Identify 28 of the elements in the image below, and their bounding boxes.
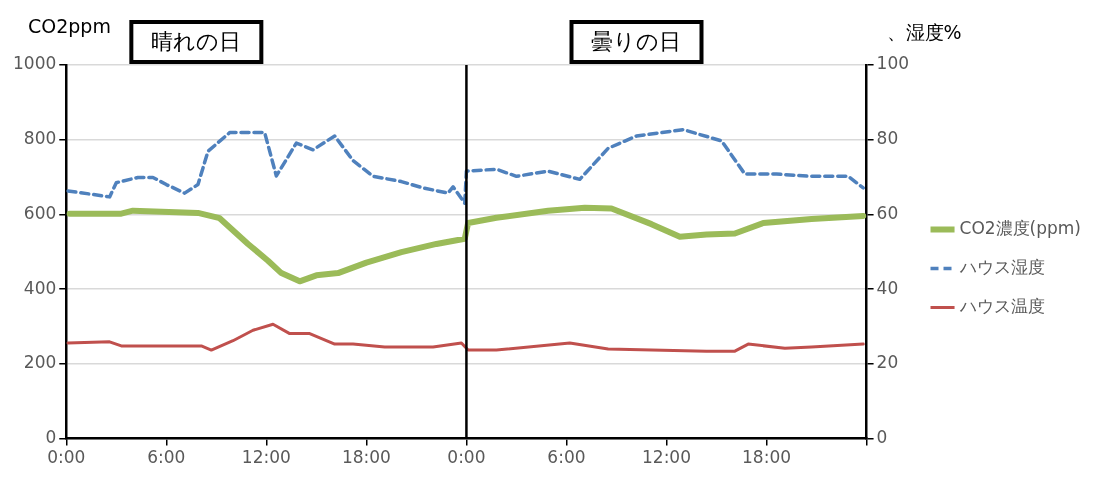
x-tick-label: 18:00 [341,447,391,468]
y-tick-label: 400 [23,277,57,298]
x-tick-label: 0:00 [47,447,86,468]
x-tick-label: 6:00 [547,447,586,468]
y2-axis-title: 、湿度% [886,20,962,43]
legend-label: ハウス温度 [958,295,1045,316]
x-tick-label: 12:00 [642,447,691,468]
text: 晴れの日 [151,28,242,54]
legend-label: CO2濃度(ppm) [959,217,1082,238]
y2-tick-label: 20 [876,352,899,373]
x-tick-label: 0:00 [447,447,486,468]
legend-label: ハウス湿度 [958,256,1045,277]
x-tick-label: 12:00 [241,447,291,468]
text: 曇りの日 [591,28,682,54]
y-tick-label: 800 [23,128,57,149]
y2-tick-label: 80 [876,128,899,149]
x-tick-label: 18:00 [742,447,792,468]
y-tick-label: 0 [45,427,57,448]
line-series [66,127,865,205]
y2-tick-label: 40 [876,277,899,298]
y2-tick-label: 100 [876,53,910,74]
y-tick-label: 1000 [13,53,57,74]
y2-tick-label: 0 [876,427,888,448]
y-tick-label: 600 [23,202,57,223]
y-tick-label: 200 [23,352,57,373]
y2-tick-label: 60 [876,202,899,223]
x-tick-label: 6:00 [147,447,186,468]
y-axis-title: CO2ppm [28,14,111,37]
